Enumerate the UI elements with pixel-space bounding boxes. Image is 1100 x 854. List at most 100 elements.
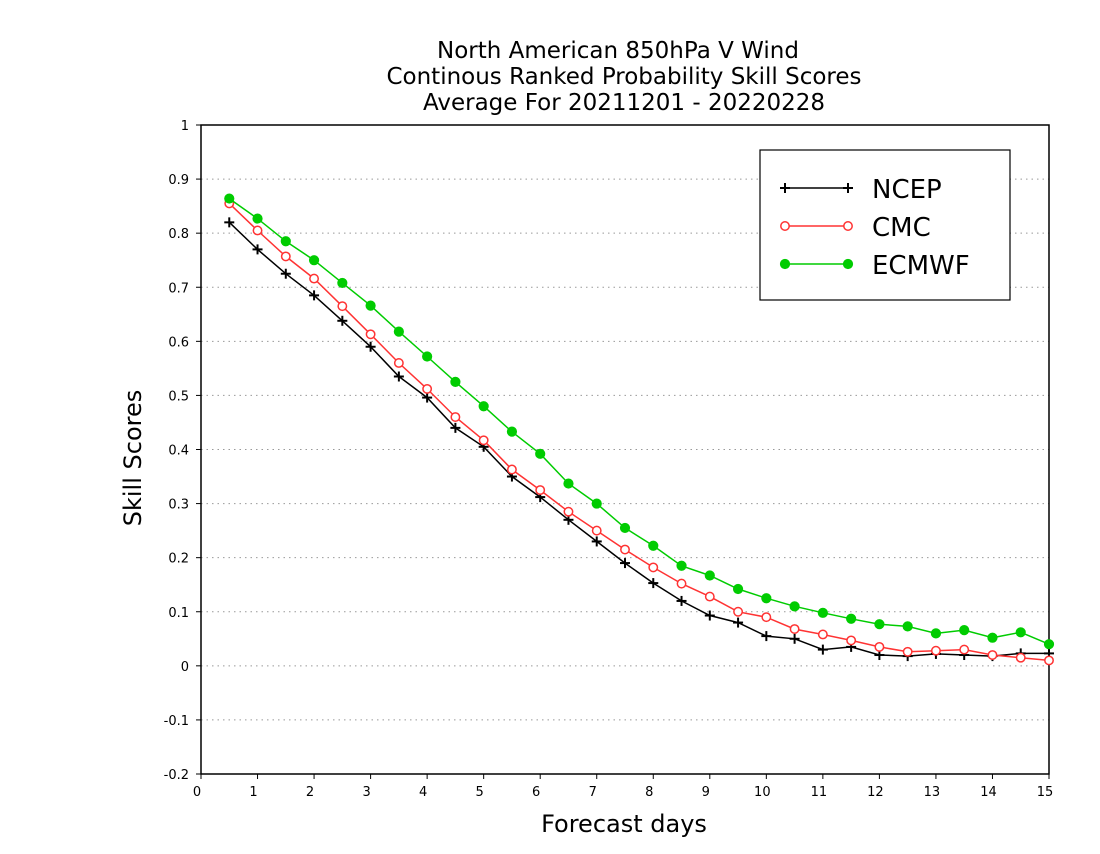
- data-point: [817, 607, 828, 618]
- x-tick-label: 1: [249, 785, 257, 800]
- data-point: [676, 560, 687, 571]
- y-tick-label: 0: [181, 660, 189, 675]
- data-point: [761, 593, 772, 604]
- data-point: [1015, 652, 1026, 663]
- data-point: [478, 435, 489, 446]
- x-axis-label: Forecast days: [541, 810, 707, 838]
- data-point: [704, 591, 715, 602]
- y-tick-label: 0.8: [168, 227, 189, 242]
- data-point: [761, 612, 772, 623]
- legend-label: CMC: [872, 213, 931, 243]
- data-point: [842, 258, 854, 270]
- y-axis-label: Skill Scores: [119, 390, 147, 527]
- data-point: [309, 273, 320, 284]
- data-point: [308, 255, 320, 266]
- data-point: [1044, 655, 1054, 666]
- data-point: [450, 412, 461, 422]
- data-point: [843, 221, 853, 231]
- data-point: [902, 646, 913, 657]
- x-axis: 0 1 2 3 4 5 6 7 8 9 10 11 12 13 14 15: [193, 774, 1053, 800]
- data-point: [506, 426, 518, 437]
- data-point: [337, 301, 348, 312]
- data-point: [676, 578, 687, 589]
- data-point: [987, 632, 998, 643]
- data-point: [902, 621, 913, 632]
- x-tick-label: 8: [645, 785, 653, 800]
- data-point: [393, 326, 404, 337]
- x-tick-label: 12: [867, 785, 884, 800]
- data-point: [987, 650, 998, 660]
- data-point: [252, 213, 263, 224]
- y-tick-label: -0.1: [164, 714, 189, 729]
- legend-entry-ncep: NCEP: [780, 175, 942, 205]
- data-point: [535, 448, 546, 459]
- chart-title: North American 850hPa V Wind Continous R…: [386, 38, 861, 116]
- data-point: [619, 522, 631, 534]
- data-point: [1015, 627, 1026, 638]
- legend-label: NCEP: [872, 175, 942, 205]
- title-line-3: Average For 20211201 - 20220228: [423, 90, 825, 116]
- data-point: [817, 629, 828, 640]
- data-point: [930, 645, 941, 656]
- data-point: [224, 193, 235, 204]
- x-tick-label: 5: [476, 785, 484, 800]
- data-point: [620, 544, 630, 555]
- x-tick-label: 7: [589, 785, 597, 800]
- x-tick-label: 15: [1037, 785, 1054, 800]
- x-tick-label: 2: [306, 785, 314, 800]
- data-point: [780, 221, 790, 231]
- data-point: [846, 613, 857, 624]
- data-point: [648, 562, 659, 573]
- y-tick-label: 0.9: [168, 173, 189, 188]
- data-point: [1043, 639, 1055, 650]
- data-point: [450, 376, 461, 387]
- y-tick-label: 1: [181, 119, 189, 134]
- data-point: [930, 628, 942, 639]
- data-point: [563, 506, 574, 517]
- series-cmc: [224, 198, 1054, 666]
- data-point: [422, 351, 433, 362]
- legend: NCEP CMC ECMWF: [759, 149, 1011, 301]
- legend-entry-ecmwf: ECMWF: [779, 251, 970, 281]
- x-tick-label: 9: [702, 785, 710, 800]
- data-point: [252, 225, 263, 236]
- series-ecmwf: [224, 193, 1055, 650]
- data-point: [704, 570, 715, 581]
- data-point: [422, 383, 433, 394]
- y-tick-label: 0.4: [168, 444, 189, 459]
- legend-entry-cmc: CMC: [780, 213, 931, 243]
- gridlines: [201, 178, 1049, 721]
- data-point: [563, 478, 574, 489]
- data-point: [789, 601, 800, 612]
- data-point: [733, 606, 744, 617]
- data-point: [874, 619, 885, 630]
- y-axis: -0.2 -0.1 0 0.1 0.2 0.3 0.4 0.5 0.6 0.7 0.8 0.9 1: [164, 119, 201, 783]
- data-point: [393, 358, 404, 368]
- y-tick-label: 0.2: [168, 552, 189, 567]
- x-tick-label: 14: [980, 785, 997, 800]
- y-tick-label: 0.7: [168, 281, 189, 296]
- x-tick-label: 10: [754, 785, 771, 800]
- y-tick-label: 0.6: [168, 335, 189, 350]
- data-point: [648, 540, 659, 551]
- data-point: [337, 277, 348, 289]
- y-tick-label: 0.3: [168, 498, 189, 513]
- y-tick-label: 0.1: [168, 606, 189, 621]
- title-line-1: North American 850hPa V Wind: [437, 38, 799, 64]
- data-point: [591, 525, 602, 536]
- data-point: [874, 641, 885, 652]
- data-point: [846, 635, 857, 646]
- x-tick-label: 4: [419, 785, 427, 800]
- data-point: [591, 498, 602, 509]
- legend-box: [759, 149, 1011, 301]
- x-tick-label: 0: [193, 785, 201, 800]
- data-point: [959, 625, 970, 636]
- data-point: [280, 251, 291, 262]
- title-line-2: Continous Ranked Probability Skill Score…: [386, 64, 861, 90]
- data-point: [732, 583, 744, 595]
- x-tick-label: 3: [362, 785, 370, 800]
- data-point: [959, 644, 970, 655]
- series-layer: [224, 193, 1055, 666]
